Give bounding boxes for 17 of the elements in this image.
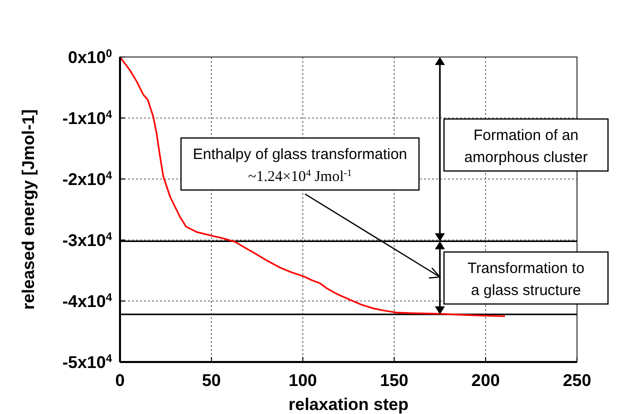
y-tick-label: -3x10$^{4}$ bbox=[62, 231, 113, 250]
x-tick-label: 200 bbox=[471, 371, 500, 390]
x-tick-label: 50 bbox=[202, 371, 221, 390]
y-tick-label: -4x10$^{4}$ bbox=[62, 292, 113, 311]
annotation: Enthalpy of glass transformation ~1.24×10$^{4}$ Jmol$^{-1}$ bbox=[192, 146, 408, 185]
x-tick-label: 0 bbox=[115, 371, 125, 390]
y-tick-label: -2x10$^{4}$ bbox=[62, 170, 113, 189]
y-tick-label: 0x10$^{0}$ bbox=[68, 48, 112, 67]
y-tick-label: -1x10$^{4}$ bbox=[62, 109, 113, 128]
x-tick-label: 250 bbox=[562, 371, 592, 390]
y-axis-title: released energy [Jmol-1] bbox=[19, 109, 38, 310]
annotation: Transformation to a glass structure bbox=[468, 260, 584, 299]
x-tick-label: 100 bbox=[288, 371, 317, 390]
y-tick-label: -5x10$^{4}$ bbox=[62, 353, 113, 372]
annotation: Formation of an amorphous cluster bbox=[464, 127, 588, 166]
x-axis-title: relaxation step bbox=[288, 395, 408, 414]
x-tick-label: 150 bbox=[380, 371, 408, 390]
